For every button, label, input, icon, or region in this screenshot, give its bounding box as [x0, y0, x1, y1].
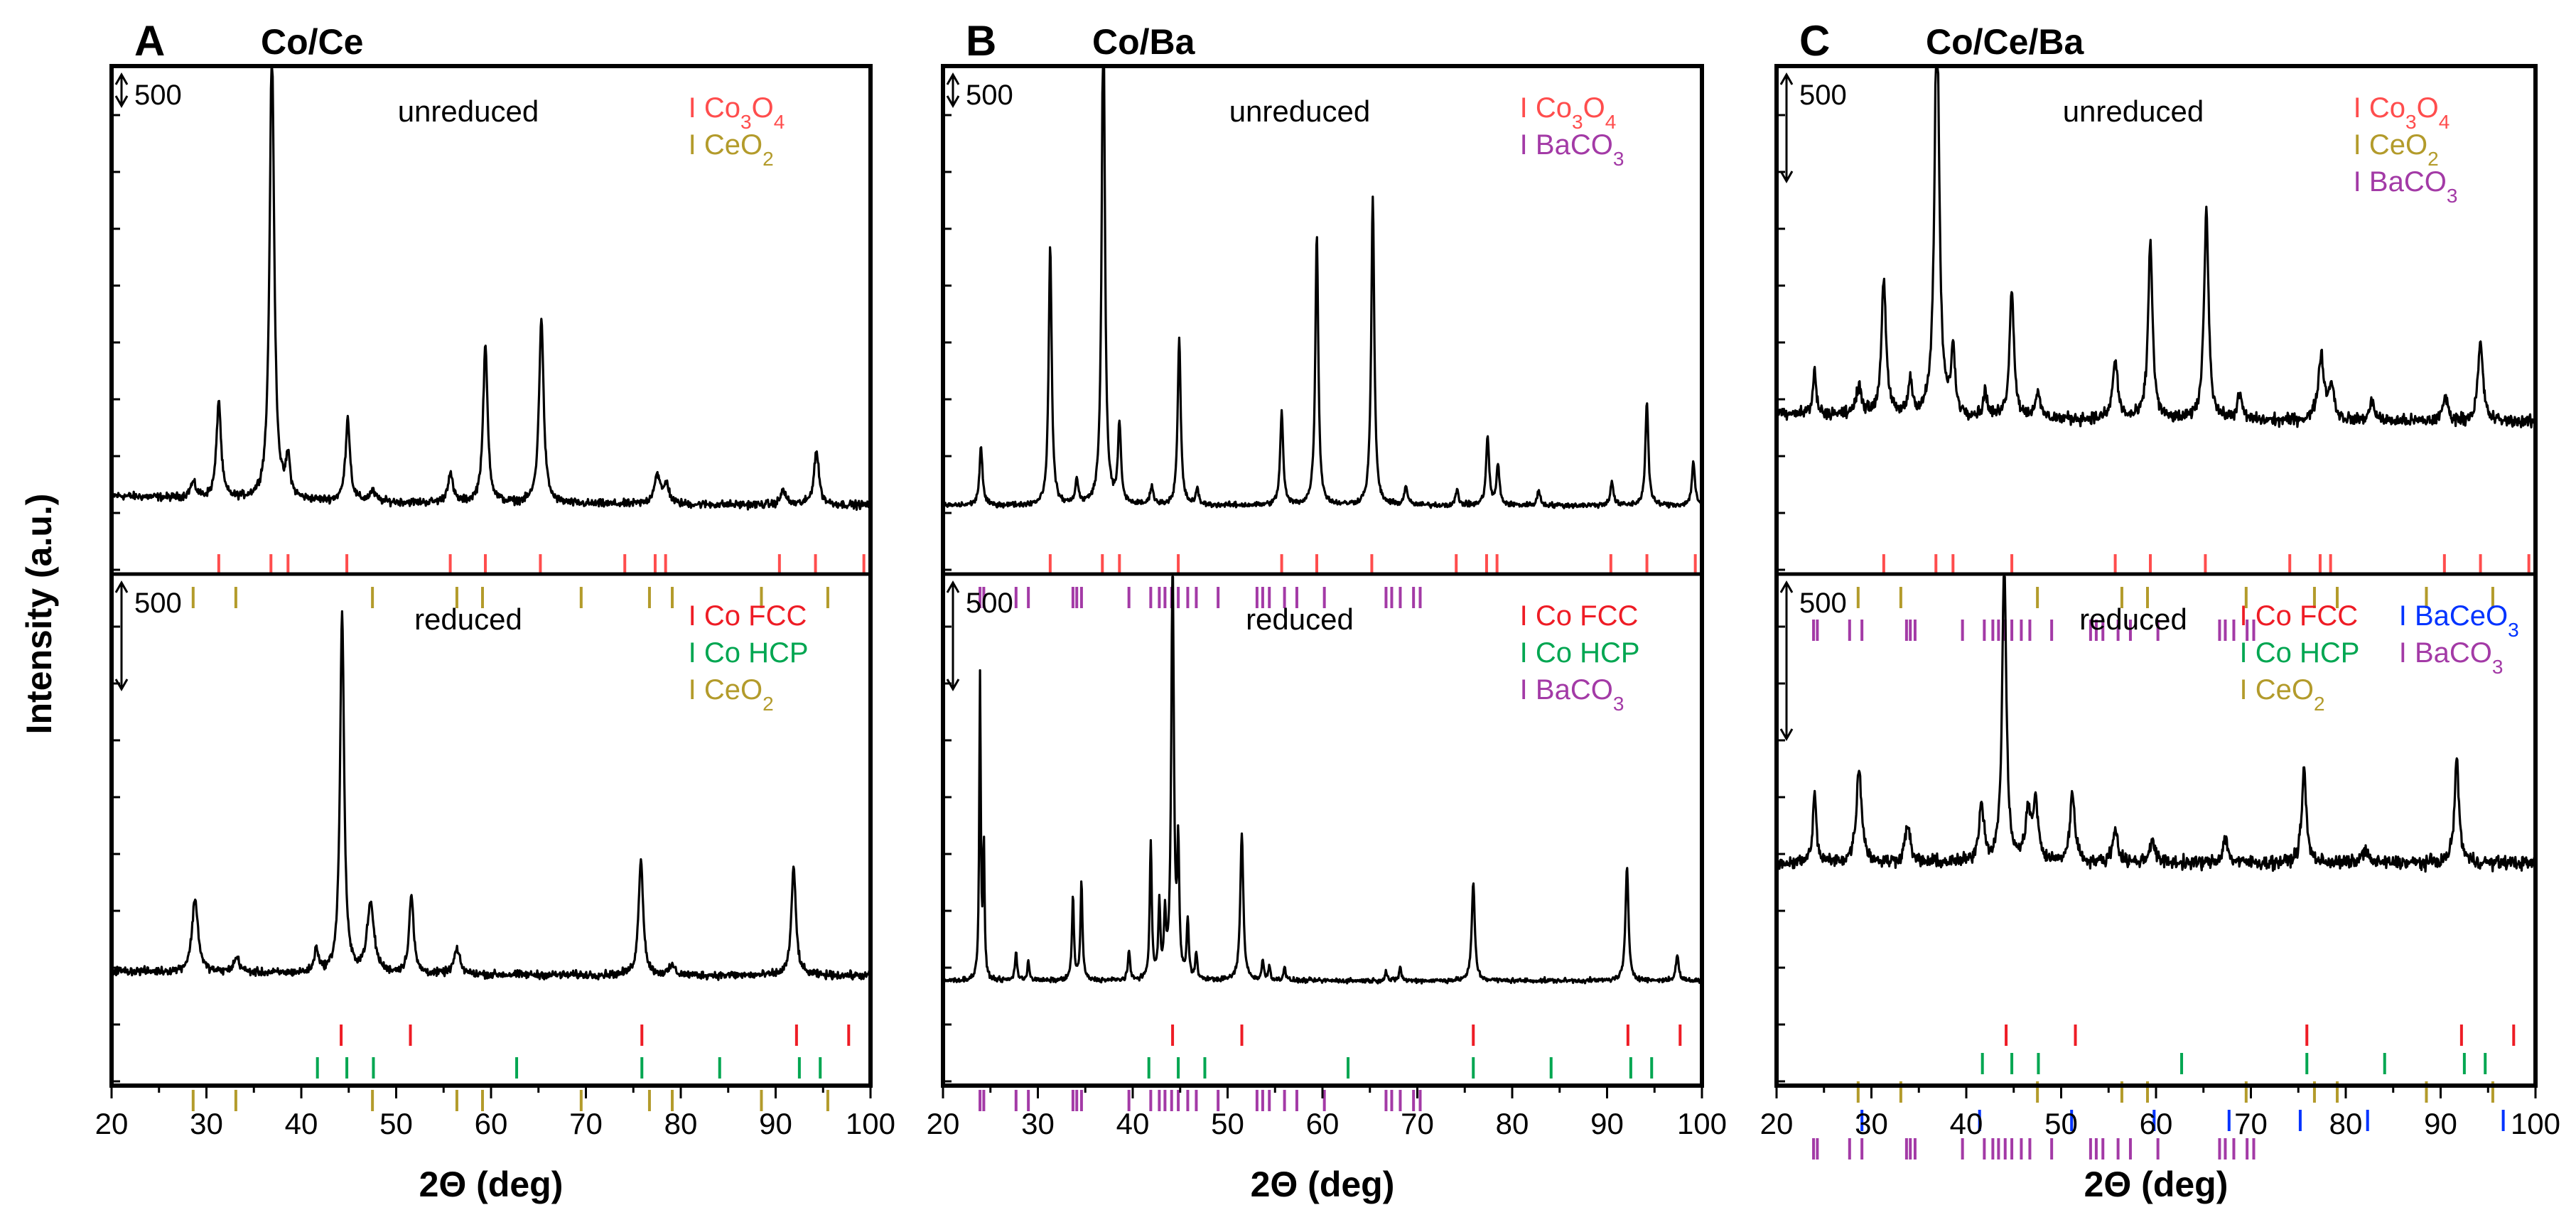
- panel-a-top-scale-label: 500: [134, 80, 182, 111]
- panel-b-bottom-legend-co-fcc: I Co FCC: [1520, 600, 1639, 632]
- x-tick-label: 40: [1116, 1107, 1150, 1140]
- panel-letter: B: [966, 17, 996, 65]
- panel-c-bottom-scale-arrow-down: [1779, 728, 1794, 742]
- panel-c-bottom-scale-arrow-up: [1779, 580, 1794, 593]
- panel-c-top-state-label: unreduced: [2063, 94, 2204, 128]
- x-tick-label: 70: [1401, 1107, 1434, 1140]
- x-tick-label: 20: [927, 1107, 960, 1140]
- panel-b-top-scale-label: 500: [966, 80, 1013, 111]
- panel-a-top-scale-arrow-down: [114, 95, 129, 109]
- panel-b-top-state-label: unreduced: [1229, 94, 1371, 128]
- x-tick-label: 80: [2329, 1107, 2363, 1140]
- panel-c-bottom-legend-ceo2: I CeO2: [2239, 674, 2324, 715]
- x-tick-label: 60: [1306, 1107, 1340, 1140]
- x-tick-label: 70: [569, 1107, 603, 1140]
- panel-b-top-scale-arrow-up: [946, 72, 960, 85]
- x-axis-label: 2Θ (deg): [419, 1164, 564, 1204]
- x-tick-label: 20: [1760, 1107, 1794, 1140]
- panel-c-top-legend-ceo2: I CeO2: [2354, 129, 2439, 170]
- panel-a-bottom-xrd-trace: [110, 610, 872, 981]
- panel-b-bottom-legend-co-hcp: I Co HCP: [1520, 637, 1640, 669]
- x-tick-label: 50: [379, 1107, 413, 1140]
- panel-a-bottom-legend-co-hcp: I Co HCP: [689, 637, 809, 669]
- panel-b-bottom-scale-label: 500: [966, 588, 1013, 619]
- x-tick-label: 40: [285, 1107, 318, 1140]
- panel-c-bottom-scale-label: 500: [1799, 588, 1847, 619]
- panel-c-top-xrd-trace: [1775, 67, 2537, 429]
- panel-title: Co/Ce/Ba: [1926, 22, 2084, 62]
- panel-letter: C: [1799, 17, 1830, 65]
- panel-title: Co/Ba: [1092, 22, 1196, 62]
- panel-title: Co/Ce: [261, 22, 363, 62]
- x-tick-label: 30: [1855, 1107, 1888, 1140]
- x-tick-label: 90: [1590, 1107, 1624, 1140]
- panel-a-top-xrd-trace: [110, 67, 872, 512]
- panel-b-top-scale-arrow-down: [946, 95, 960, 109]
- panel-b-bottom-legend-baco3: I BaCO3: [1520, 674, 1624, 715]
- panel-b-top-legend-co3o4: I Co3O4: [1520, 92, 1617, 133]
- x-tick-label: 60: [475, 1107, 508, 1140]
- x-axis-label: 2Θ (deg): [2084, 1164, 2229, 1204]
- panel-a-bottom-scale-arrow-up: [114, 580, 129, 593]
- x-tick-label: 50: [2044, 1107, 2078, 1140]
- panel-a-bottom-state-label: reduced: [414, 602, 522, 636]
- panel-b-top-legend-baco3: I BaCO3: [1520, 129, 1624, 170]
- x-tick-label: 90: [759, 1107, 792, 1140]
- x-tick-label: 80: [1496, 1107, 1529, 1140]
- panel-a-bottom-scale-label: 500: [134, 588, 182, 619]
- x-tick-label: 100: [846, 1107, 895, 1140]
- x-axis-label: 2Θ (deg): [1251, 1164, 1395, 1204]
- x-tick-label: 100: [2511, 1107, 2560, 1140]
- x-tick-label: 50: [1211, 1107, 1244, 1140]
- panel-letter: A: [134, 17, 165, 65]
- panel-c-top-legend-baco3: I BaCO3: [2354, 166, 2458, 207]
- panel-c-bottom-legend-baceo3: I BaCeO3: [2399, 600, 2519, 641]
- x-tick-label: 20: [95, 1107, 129, 1140]
- x-tick-label: 60: [2140, 1107, 2173, 1140]
- y-axis-label: Intensity (a.u.): [19, 494, 59, 735]
- panel-b-bottom-xrd-trace: [942, 575, 1703, 985]
- panel-a-top-scale-arrow-up: [114, 72, 129, 85]
- panel-c-bottom-xrd-trace: [1776, 575, 2537, 873]
- x-tick-label: 80: [664, 1107, 698, 1140]
- panel-a-top-legend-co3o4: I Co3O4: [689, 92, 785, 133]
- panel-b-bottom-scale-arrow-up: [946, 580, 960, 593]
- panel-c-top-scale-arrow-down: [1779, 171, 1794, 184]
- panel-c-top-scale-label: 500: [1799, 80, 1847, 111]
- x-tick-label: 70: [2234, 1107, 2268, 1140]
- x-tick-label: 30: [190, 1107, 223, 1140]
- panel-a-top-state-label: unreduced: [398, 94, 539, 128]
- panel-a-top-legend-ceo2: I CeO2: [689, 129, 774, 170]
- panel-c-bottom-legend-co-fcc: I Co FCC: [2239, 600, 2358, 632]
- panel-c-bottom-legend-co-hcp: I Co HCP: [2239, 637, 2359, 669]
- panel-a-bottom-legend-co-fcc: I Co FCC: [689, 600, 807, 632]
- panel-c-top-legend-co3o4: I Co3O4: [2354, 92, 2450, 133]
- x-tick-label: 100: [1677, 1107, 1727, 1140]
- x-tick-label: 90: [2424, 1107, 2457, 1140]
- panel-b-bottom-state-label: reduced: [1246, 602, 1354, 636]
- x-tick-label: 40: [1950, 1107, 1983, 1140]
- panel-a-bottom-legend-ceo2: I CeO2: [689, 674, 774, 715]
- panel-c-bottom-state-label: reduced: [2079, 602, 2187, 636]
- panel-c-bottom-legend-baco3: I BaCO3: [2399, 637, 2504, 678]
- panel-c-top-scale-arrow-up: [1779, 72, 1794, 85]
- x-tick-label: 30: [1021, 1107, 1055, 1140]
- panel-b-top-xrd-trace: [942, 67, 1703, 509]
